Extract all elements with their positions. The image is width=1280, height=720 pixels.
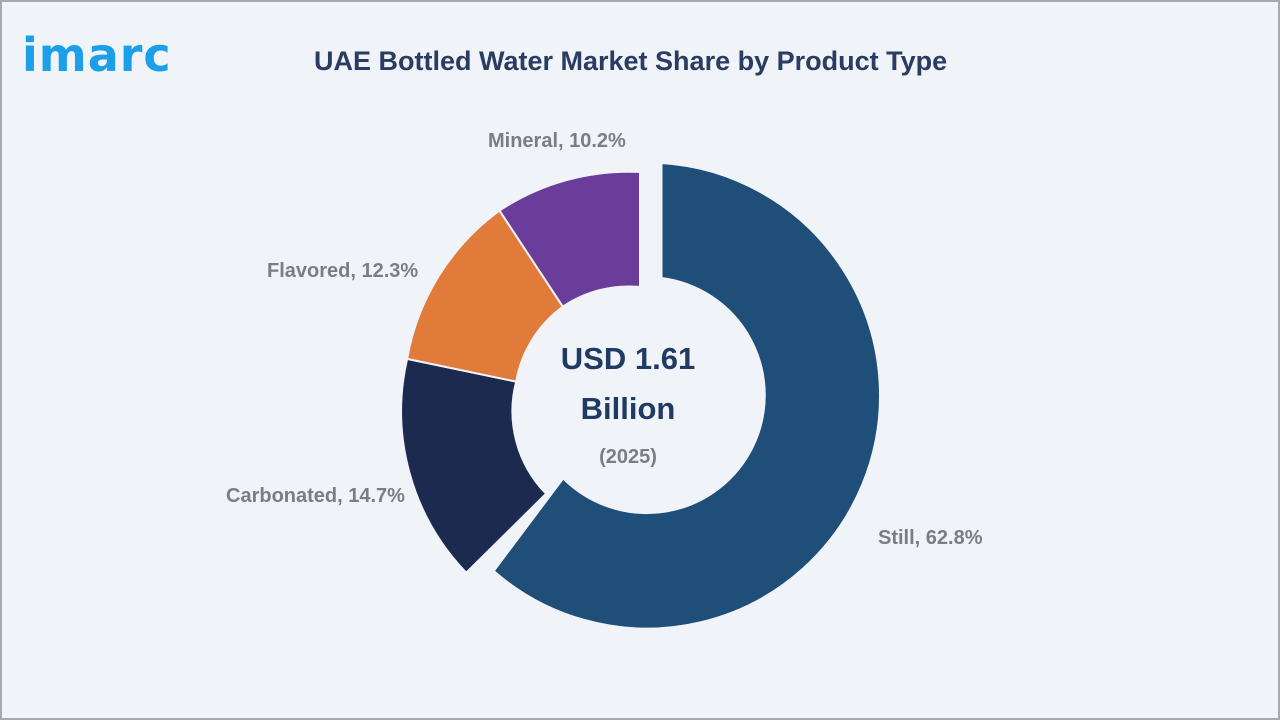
imarc-logo: imarc [22,28,172,82]
chart-title: UAE Bottled Water Market Share by Produc… [314,46,948,76]
label-carbonated: Carbonated, 14.7% [226,485,405,507]
center-total: USD 1.61 Billion [528,334,728,434]
center-year: (2025) [599,446,657,468]
slice-carbonated[interactable] [400,357,548,575]
center-value: USD 1.61 [560,341,696,376]
label-still: Still, 62.8% [878,527,983,549]
slice-still[interactable] [492,161,882,630]
slice-mineral[interactable] [498,170,641,309]
slice-flavored[interactable] [405,209,565,383]
label-mineral: Mineral, 10.2% [488,130,626,152]
center-unit: Billion [580,391,676,426]
label-flavored: Flavored, 12.3% [267,260,419,282]
